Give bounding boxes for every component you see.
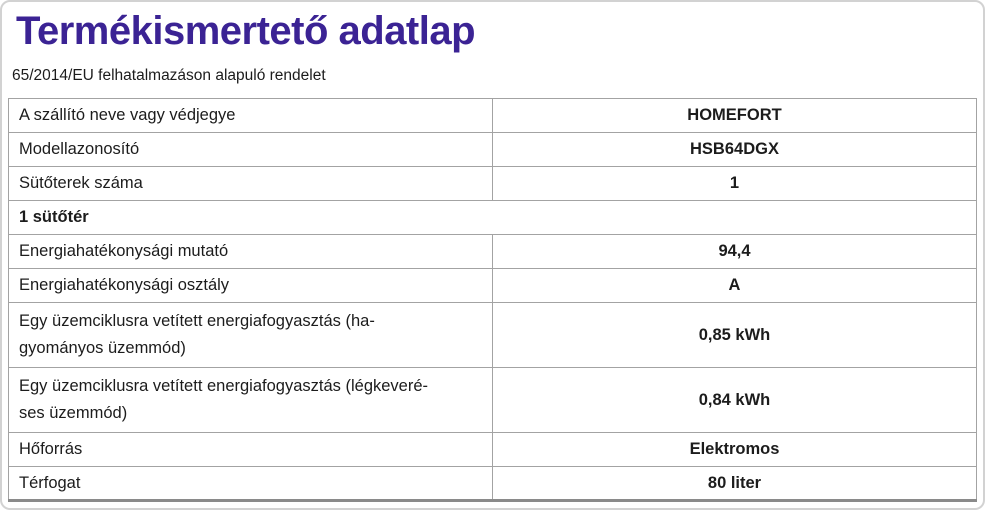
row-value: HSB64DGX xyxy=(492,132,977,167)
product-spec-table: A szállító neve vagy védjegye HOMEFORT Mod… xyxy=(8,98,977,502)
row-value: 80 liter xyxy=(492,466,977,501)
row-value: 1 xyxy=(492,166,977,201)
row-label: Egy üzemciklusra vetített energiafogyasz… xyxy=(8,302,493,368)
table-row: Energiahatékonysági mutató 94,4 xyxy=(8,234,977,269)
row-value: Elektromos xyxy=(492,432,977,467)
page-subtitle: 65/2014/EU felhatalmazáson alapuló rende… xyxy=(12,67,326,84)
spec-table-body: A szállító neve vagy védjegye HOMEFORT Mod… xyxy=(8,98,977,501)
table-row: Energiahatékonysági osztály A xyxy=(8,268,977,303)
section-label: 1 sütőtér xyxy=(8,200,977,235)
row-value: 94,4 xyxy=(492,234,977,269)
table-row: Egy üzemciklusra vetített energiafogyasz… xyxy=(8,302,977,368)
row-value: HOMEFORT xyxy=(492,98,977,133)
row-label: Egy üzemciklusra vetített energiafogyasz… xyxy=(8,367,493,433)
row-value: A xyxy=(492,268,977,303)
row-value: 0,85 kWh xyxy=(492,302,977,368)
table-row: A szállító neve vagy védjegye HOMEFORT xyxy=(8,98,977,133)
row-label: Energiahatékonysági mutató xyxy=(8,234,493,269)
row-label: Energiahatékonysági osztály xyxy=(8,268,493,303)
page-title: Termékismertető adatlap xyxy=(16,9,476,53)
section-row: 1 sütőtér xyxy=(8,200,977,235)
table-row: Sütőterek száma 1 xyxy=(8,166,977,201)
row-label: Térfogat xyxy=(8,466,493,501)
table-row: Egy üzemciklusra vetített energiafogyasz… xyxy=(8,367,977,433)
table-row: Modellazonosító HSB64DGX xyxy=(8,132,977,167)
row-value: 0,84 kWh xyxy=(492,367,977,433)
row-label: Modellazonosító xyxy=(8,132,493,167)
row-label: Hőforrás xyxy=(8,432,493,467)
row-label: Sütőterek száma xyxy=(8,166,493,201)
row-label: A szállító neve vagy védjegye xyxy=(8,98,493,133)
table-row: Térfogat 80 liter xyxy=(8,466,977,501)
table-row: Hőforrás Elektromos xyxy=(8,432,977,467)
